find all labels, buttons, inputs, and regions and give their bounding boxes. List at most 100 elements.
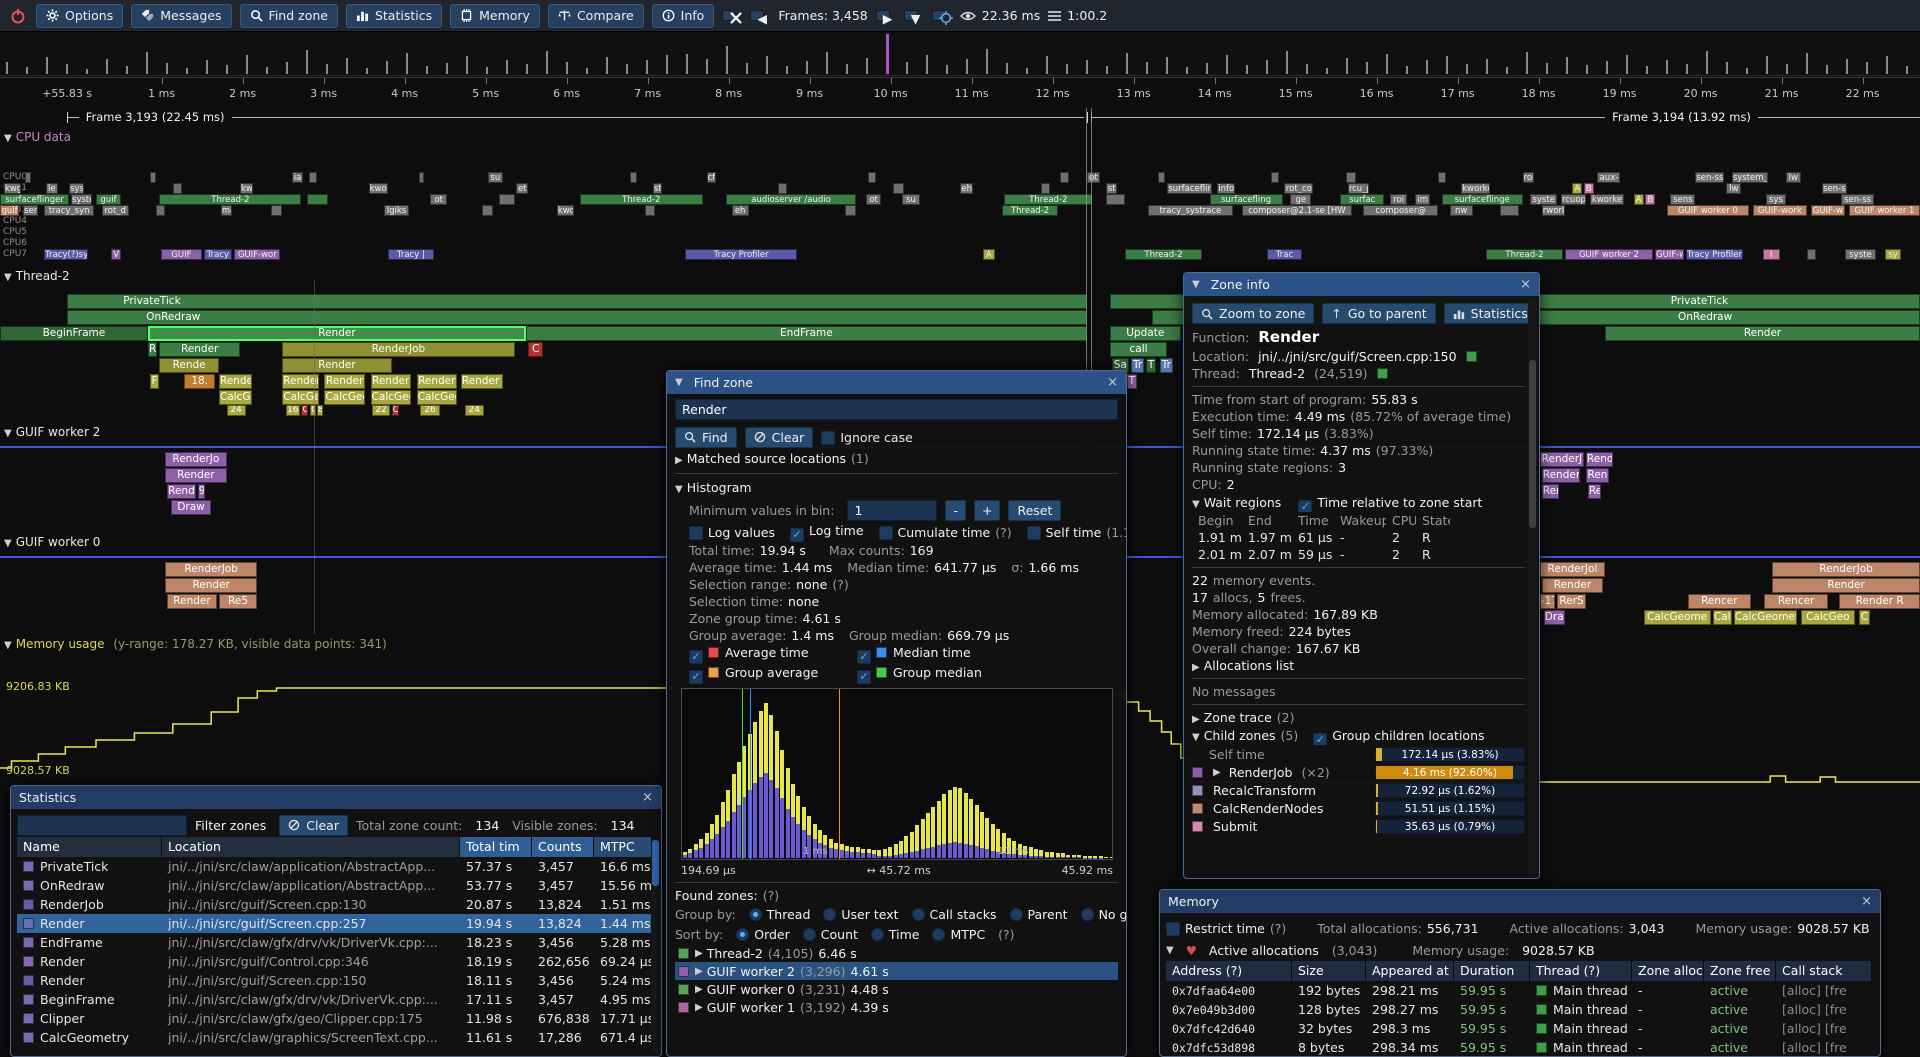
frame-select-button[interactable]: ▼ [904,10,918,21]
close-icon[interactable]: × [1107,376,1118,389]
zone[interactable]: Render [282,358,391,373]
cpu-zone[interactable] [499,194,514,205]
frame-overview-strip[interactable] [0,33,1920,76]
zone[interactable]: RenderJo [165,452,226,467]
thread-header[interactable]: ▼Thread-2 [4,269,70,283]
radio-parent[interactable]: Parent [1010,907,1073,922]
zone[interactable]: Tr [1131,358,1144,373]
cpu-zone[interactable]: Thread-2 [1125,249,1202,260]
histogram-header[interactable]: ▼Histogram [675,478,1118,498]
cpu-zone[interactable]: B [1645,194,1655,205]
zone[interactable]: Render [1542,468,1580,483]
reset-button[interactable]: Reset [1008,500,1061,521]
table-row[interactable]: OnRedrawjni/../jni/src/claw/application/… [17,876,655,895]
group-children-checkbox[interactable]: ✓Group children locations [1313,728,1489,743]
radio-count[interactable]: Count [803,927,863,942]
cpu-zone[interactable]: GUIF-w [1655,249,1684,260]
table-row[interactable]: PrivateTickjni/../jni/src/claw/applicati… [17,857,655,876]
cpu-zone[interactable] [1346,172,1356,183]
found-zone-group[interactable]: ▶Thread-2(4,105)6.46 s [675,944,1118,962]
radio-user-text[interactable]: User text [823,907,903,922]
radio-thread[interactable]: Thread [749,907,816,922]
cpu-zone[interactable]: tracy_syn [44,205,94,216]
zone[interactable]: Re5 [219,594,257,609]
table-row[interactable]: BeginFramejni/../jni/src/claw/gfx/drv/vk… [17,990,655,1009]
cpu-zone[interactable]: rcuop [1561,194,1586,205]
collapse-icon[interactable]: ▼ [1192,279,1200,290]
column-header[interactable]: Name [17,837,162,857]
cpu-zone[interactable] [307,194,328,205]
cpu-zone[interactable]: su [488,172,503,183]
cpu-zone[interactable]: sys [1766,194,1785,205]
statistics-titlebar[interactable]: Statistics × [11,786,661,809]
allocation-row[interactable]: 0x7dfaa64e00192 bytes298.21 ms59.95 sMai… [1166,981,1874,1000]
child-zone-row[interactable]: Self time172.14 μs (3.83%) [1192,745,1525,763]
zone[interactable]: Render [1542,578,1603,593]
cpu-zone[interactable]: kworke [1590,194,1625,205]
zone[interactable]: RenderJob [1772,562,1920,577]
zone[interactable]: Render [167,594,217,609]
cpu-zone[interactable]: GUIF [161,249,201,260]
zone[interactable]: RenderJob [165,562,257,577]
memory-titlebar[interactable]: Memory × [1160,890,1880,913]
cpu-zone[interactable]: lw [1726,183,1741,194]
cpu-zone[interactable]: rot_co [1284,183,1313,194]
zone[interactable]: Render [165,468,226,483]
cpu-zone[interactable]: Thread-2 [1002,205,1058,216]
gear-button[interactable]: Options [36,4,123,28]
cpu-zone[interactable] [1807,249,1817,260]
search-button[interactable]: Find zone [240,4,338,28]
cpu-zone[interactable]: kworke [1461,183,1490,194]
cpu-zone[interactable]: ia [292,172,304,183]
close-icon[interactable]: × [1520,278,1531,291]
find-zone-histogram[interactable]: 1 ms10 ms [681,688,1113,860]
zone[interactable]: Rencer [1764,594,1827,609]
checkbox-log-values[interactable]: Log values [689,525,780,540]
cpu-zone[interactable]: B [1584,183,1594,194]
cpu-zone[interactable]: ot [866,194,881,205]
zone[interactable]: BeginFrame [0,326,148,341]
zone[interactable]: T [1146,358,1156,373]
zone[interactable]: Draw [171,500,211,515]
cpu-data-header[interactable]: ▼CPU data [4,130,71,144]
cpu-zone[interactable] [1041,183,1051,194]
thread-color-square[interactable] [1377,368,1388,379]
cpu-zone[interactable]: Trac [1267,249,1302,260]
close-icon[interactable]: × [642,791,653,804]
legend-checkbox-group-average[interactable]: ✓Group average [689,665,849,684]
active-allocations-header[interactable]: ▼ ♥ Active allocations (3,043) Memory us… [1166,940,1874,961]
zone[interactable]: Re [1588,484,1601,499]
ignore-case-checkbox[interactable]: Ignore case [821,430,912,445]
allocations-list-header[interactable]: ▶Allocations list [1192,657,1525,674]
cpu-zone[interactable]: sy [1885,249,1900,260]
child-zone-row[interactable]: RecalcTransform72.92 μs (1.62%) [1192,781,1525,799]
zone[interactable]: OnRedraw [67,310,1087,325]
cpu-zone[interactable] [173,183,183,194]
cpu-zone[interactable]: kwor [557,205,574,216]
checkbox-cumulate-time[interactable]: Cumulate time(?) [879,525,1017,540]
column-header[interactable]: Zone alloc [1632,961,1704,981]
cpu-zone[interactable]: sys [69,183,84,194]
found-zone-group[interactable]: ▶GUIF worker 2(3,296)4.61 s [675,962,1118,980]
next-frame-button[interactable]: ▶ [876,10,890,21]
stats-button[interactable]: Statistics [346,4,442,28]
zone[interactable]: CalcGeomet [1734,610,1797,625]
cpu-zone[interactable] [645,205,655,216]
frame-label[interactable]: Frame 3,193 (22.45 ms) [79,110,232,124]
cpu-zone[interactable]: roi [1390,194,1407,205]
allocation-row[interactable]: 0x7dfc42d64032 bytes298.3 ms59.95 sMain … [1166,1019,1874,1038]
table-row[interactable]: Clipperjni/../jni/src/claw/gfx/geo/Clipp… [17,1009,655,1028]
column-header[interactable]: Appeared at [1366,961,1454,981]
restrict-time-checkbox[interactable]: Restrict time(?) [1166,921,1291,936]
cpu-zone[interactable]: su [902,194,919,205]
cpu-zone[interactable] [1500,205,1519,216]
cpu-zone[interactable]: Thread-2 [159,194,301,205]
checkbox-log-time[interactable]: ✓Log time [790,523,869,542]
table-row[interactable]: Renderjni/../jni/src/guif/Control.cpp:34… [17,952,655,971]
zone[interactable]: Rer [1542,484,1559,499]
cpu-zone[interactable]: rot_d [102,205,129,216]
column-header[interactable]: MTPC [594,837,652,857]
tags-button[interactable]: Messages [131,4,231,28]
allocation-row[interactable]: 0x7dfc53d8988 bytes298.34 ms59.95 sMain … [1166,1038,1874,1056]
source-color-square[interactable] [1466,351,1477,362]
